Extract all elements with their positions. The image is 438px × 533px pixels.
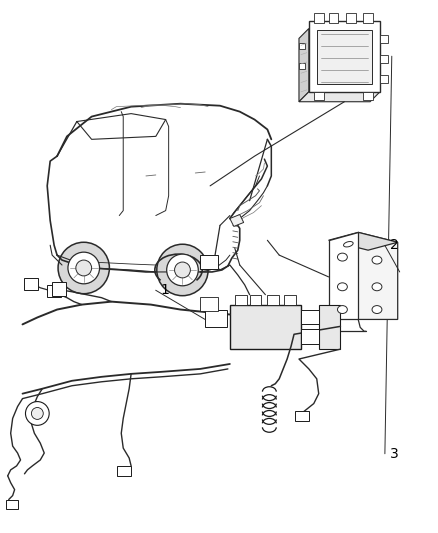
Bar [200,297,218,311]
Bar [299,43,305,49]
Bar [301,310,319,325]
Bar [117,466,131,476]
Polygon shape [299,28,309,102]
Bar [317,30,372,84]
Bar [363,13,373,22]
Polygon shape [230,215,244,227]
Polygon shape [358,232,398,319]
Bar [380,75,388,83]
Circle shape [58,243,110,294]
Ellipse shape [337,283,347,290]
Circle shape [167,254,198,286]
Bar [314,13,324,22]
Circle shape [25,401,49,425]
Ellipse shape [343,241,353,247]
Text: 1: 1 [161,283,170,297]
Bar [6,499,18,510]
Bar [346,13,356,22]
Bar [235,295,247,304]
Bar [47,285,61,297]
Bar [25,278,38,290]
Bar [319,304,340,349]
Ellipse shape [372,305,382,313]
Bar [205,310,227,327]
Text: 3: 3 [390,447,399,461]
Bar [328,13,339,22]
Ellipse shape [372,283,382,290]
Bar [52,282,66,296]
Polygon shape [299,92,380,102]
Ellipse shape [372,256,382,264]
Circle shape [157,244,208,296]
Bar [309,21,380,92]
Bar [363,92,373,100]
Text: 2: 2 [390,238,399,253]
Bar [380,35,388,43]
Polygon shape [328,232,398,250]
Bar [200,255,218,269]
Circle shape [68,252,99,284]
Bar [230,304,301,349]
Bar [299,63,305,69]
Circle shape [175,262,191,278]
Bar [301,329,319,344]
Polygon shape [328,232,358,319]
Circle shape [32,408,43,419]
Bar [267,295,279,304]
Ellipse shape [337,253,347,261]
Bar [314,92,324,100]
Bar [250,295,261,304]
Circle shape [76,260,92,276]
Bar [295,411,309,422]
Bar [284,295,296,304]
Bar [380,55,388,63]
Ellipse shape [337,305,347,313]
